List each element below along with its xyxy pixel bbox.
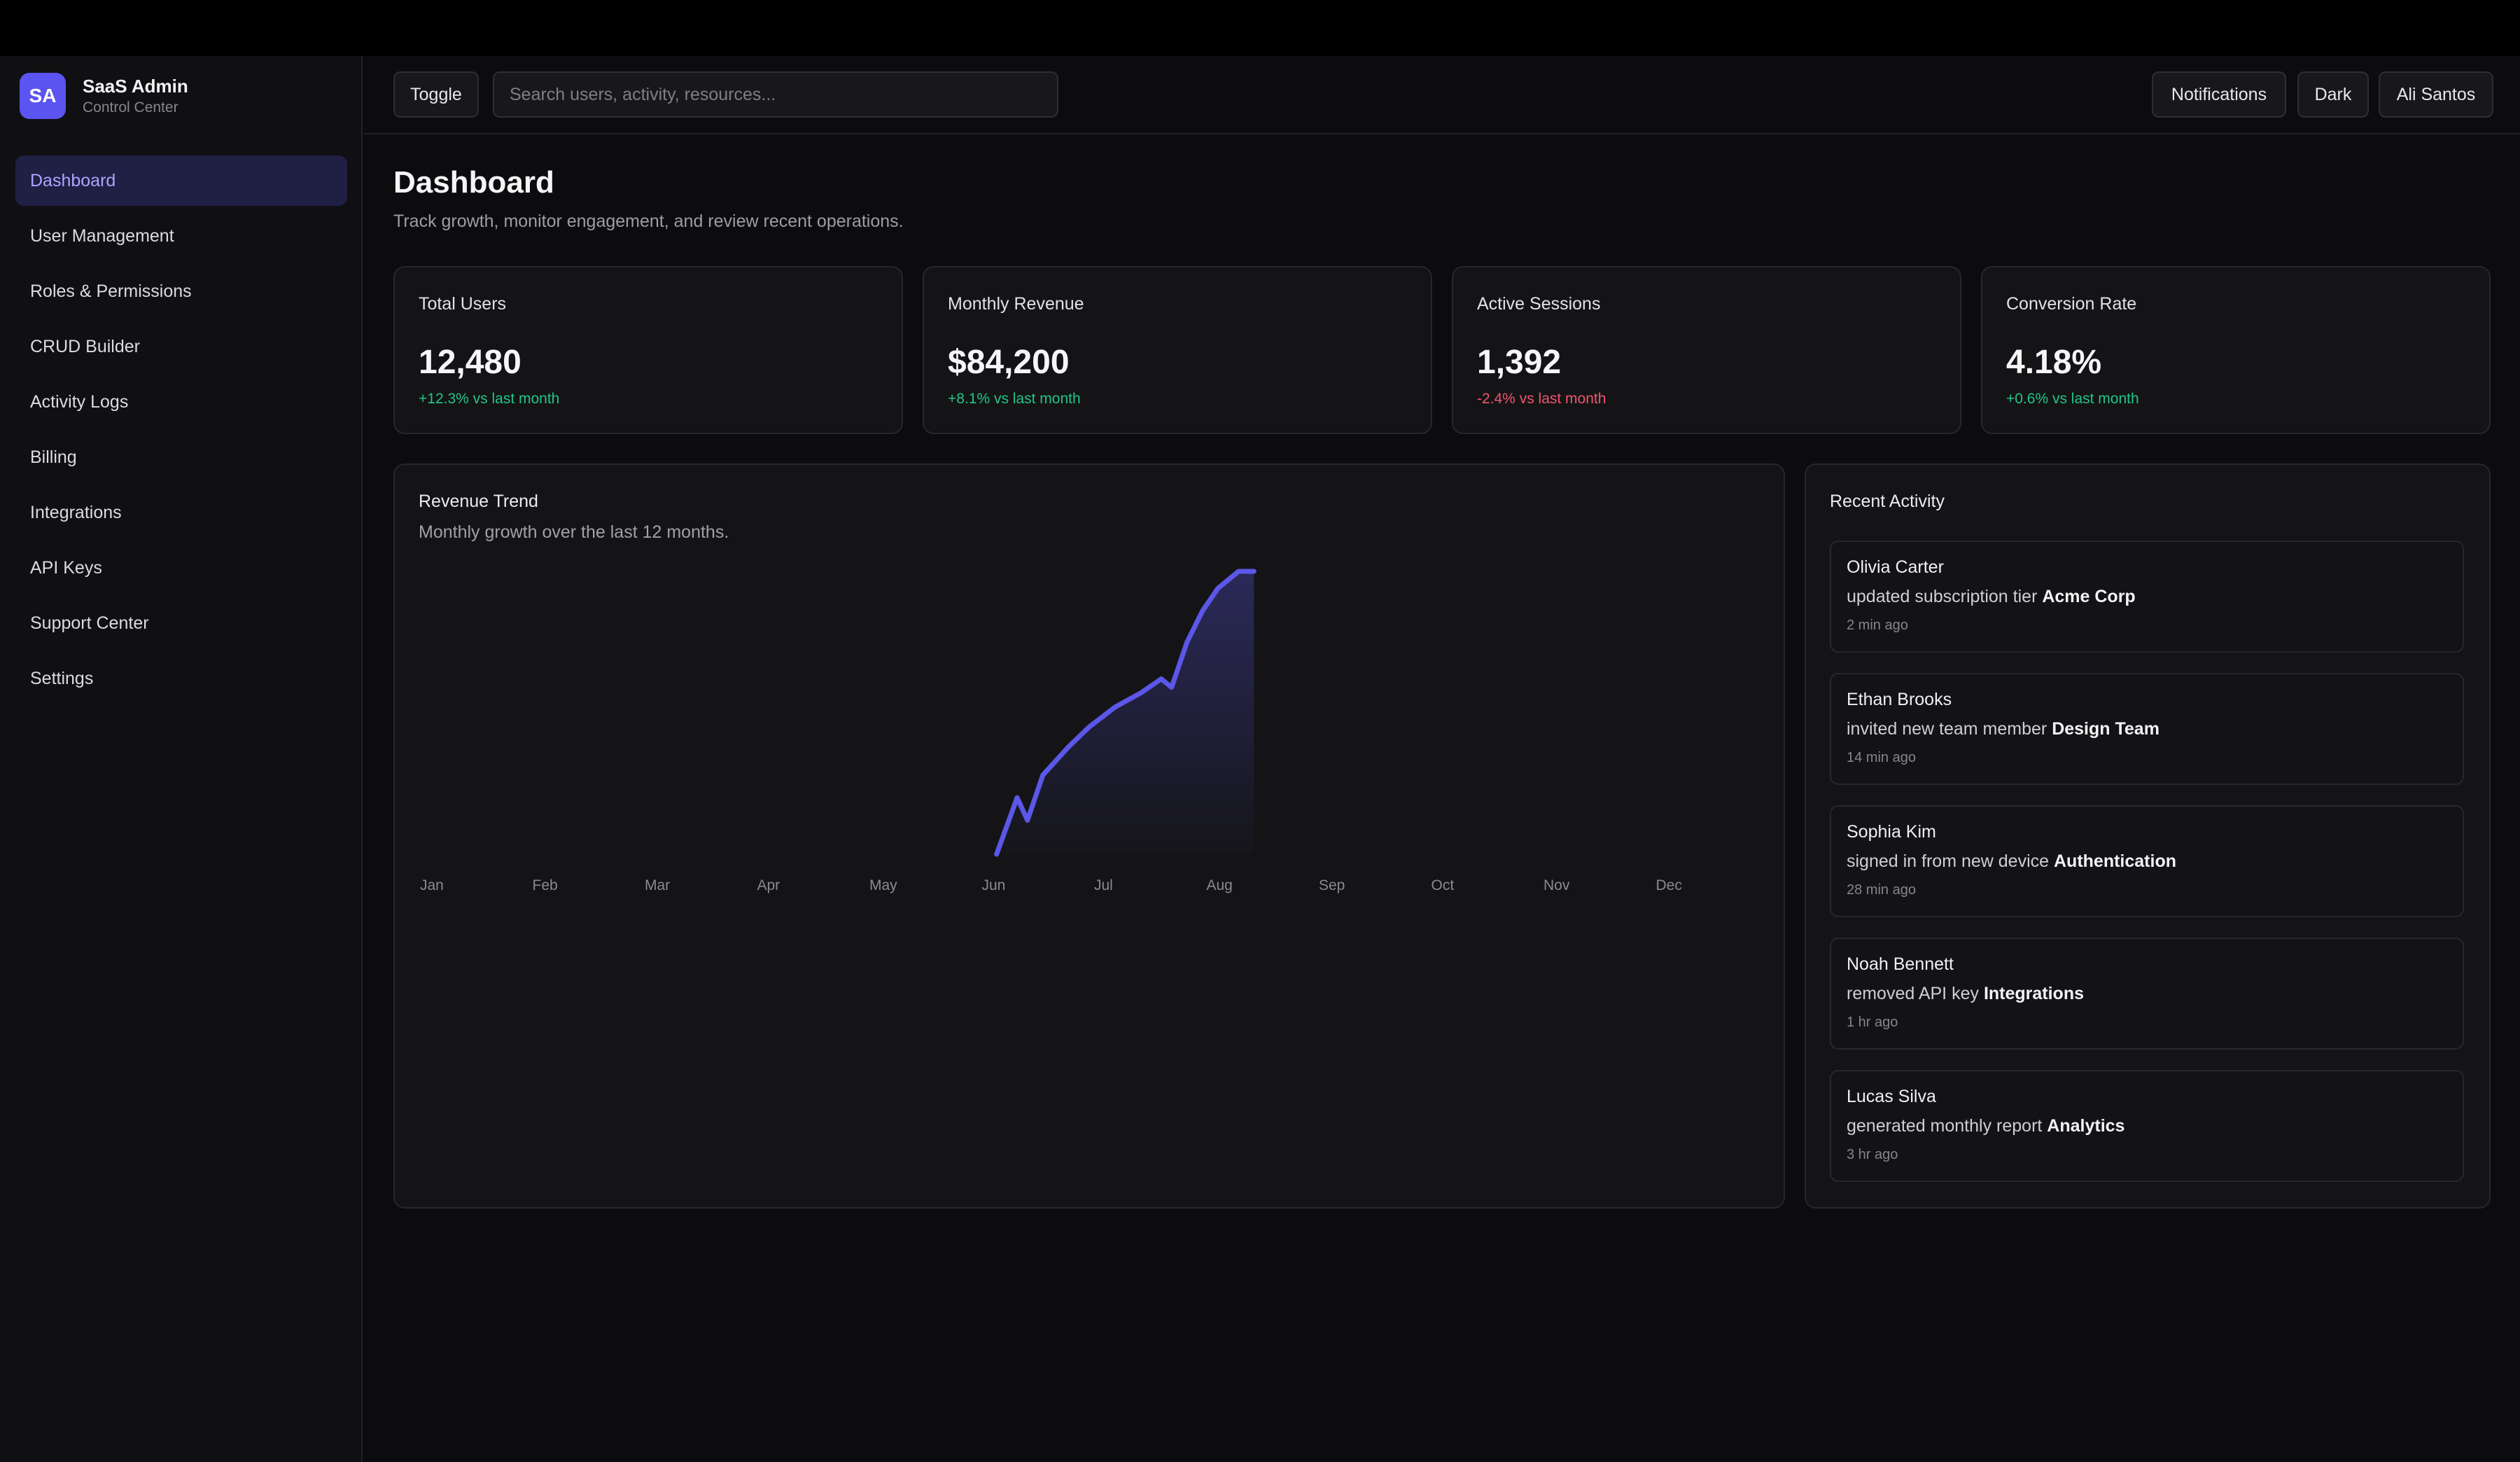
activity-action: signed in from new device [1847, 851, 2050, 871]
stat-value: 12,480 [419, 344, 522, 381]
sidebar-item-activity-logs[interactable]: Activity Logs [30, 391, 129, 412]
activity-target: Authentication [2054, 851, 2176, 871]
search-input[interactable] [493, 71, 1058, 118]
sidebar: SA SaaS Admin Control Center Dashboard U… [0, 56, 363, 1462]
revenue-chart: Jan Feb Mar Apr May Jun Jul Aug Sep Oct Nov Dec [420, 569, 1682, 893]
activity-item[interactable]: Ethan Brooks invited new team member Des… [1830, 673, 2464, 785]
stat-card-conversion-rate: Conversion Rate 4.18% +0.6% vs last mont… [1981, 266, 2491, 434]
theme-toggle-button[interactable]: Dark [2297, 71, 2369, 118]
sidebar-item-dashboard[interactable]: Dashboard [15, 155, 347, 206]
x-tick-label: Jul [1094, 877, 1113, 893]
panel-title: Recent Activity [1830, 492, 1945, 511]
activity-item[interactable]: Lucas Silva generated monthly report Ana… [1830, 1070, 2464, 1182]
panel-title: Revenue Trend [419, 492, 538, 511]
activity-description: signed in from new device Authentication [1847, 851, 2176, 872]
sidebar-item-user-management[interactable]: User Management [30, 225, 174, 246]
activity-description: generated monthly report Analytics [1847, 1116, 2124, 1136]
page-subtitle: Track growth, monitor engagement, and re… [393, 211, 904, 231]
activity-item[interactable]: Olivia Carter updated subscription tier … [1830, 541, 2464, 653]
brand-name: SaaS Admin [83, 76, 188, 97]
activity-user: Lucas Silva [1847, 1087, 1936, 1106]
x-tick-label: Mar [645, 877, 670, 893]
stat-label: Active Sessions [1477, 294, 1601, 314]
stat-delta: +0.6% vs last month [2006, 391, 2139, 407]
activity-target: Design Team [2052, 719, 2160, 739]
sidebar-item-crud-builder[interactable]: CRUD Builder [30, 336, 140, 356]
sidebar-item-billing[interactable]: Billing [30, 447, 77, 467]
activity-description: updated subscription tier Acme Corp [1847, 587, 2136, 607]
activity-user: Noah Bennett [1847, 954, 1954, 974]
sidebar-item-roles-permissions[interactable]: Roles & Permissions [30, 281, 192, 301]
page-title: Dashboard [393, 165, 554, 200]
activity-description: invited new team member Design Team [1847, 719, 2160, 739]
activity-action: invited new team member [1847, 719, 2047, 739]
activity-time: 1 hr ago [1847, 1015, 1898, 1030]
stat-card-active-sessions: Active Sessions 1,392 -2.4% vs last mont… [1452, 266, 1961, 434]
revenue-area [996, 571, 1254, 854]
activity-time: 28 min ago [1847, 882, 1916, 898]
activity-time: 3 hr ago [1847, 1147, 1898, 1162]
sidebar-item-api-keys[interactable]: API Keys [30, 557, 102, 578]
stat-value: 1,392 [1477, 344, 1562, 381]
x-tick-label: May [869, 877, 897, 893]
stat-delta: +12.3% vs last month [419, 391, 560, 407]
panel-subtitle: Monthly growth over the last 12 months. [419, 522, 729, 542]
activity-target: Acme Corp [2042, 587, 2136, 606]
sidebar-item-settings[interactable]: Settings [30, 668, 94, 688]
stat-card-total-users: Total Users 12,480 +12.3% vs last month [393, 266, 903, 434]
activity-action: updated subscription tier [1847, 587, 2038, 606]
x-tick-label: Feb [533, 877, 558, 893]
activity-user: Olivia Carter [1847, 557, 1944, 577]
x-tick-label: Sep [1319, 877, 1345, 893]
stat-label: Monthly Revenue [948, 294, 1084, 314]
notifications-button[interactable]: Notifications [2152, 71, 2286, 118]
activity-time: 14 min ago [1847, 750, 1916, 765]
brand-subtitle: Control Center [83, 99, 178, 116]
activity-user: Sophia Kim [1847, 822, 1936, 842]
activity-item[interactable]: Sophia Kim signed in from new device Aut… [1830, 805, 2464, 917]
activity-time: 2 min ago [1847, 618, 1908, 633]
browser-top-band [0, 0, 2520, 56]
brand-logo: SA [20, 73, 66, 119]
x-tick-label: Nov [1544, 877, 1570, 893]
activity-description: removed API key Integrations [1847, 984, 2084, 1004]
stat-label: Total Users [419, 294, 507, 314]
stat-value: 4.18% [2006, 344, 2102, 381]
sidebar-nav: Dashboard User Management Roles & Permis… [15, 155, 347, 709]
activity-action: generated monthly report [1847, 1116, 2043, 1136]
recent-activity-panel: Recent Activity Olivia Carter updated su… [1805, 464, 2491, 1209]
sidebar-item-integrations[interactable]: Integrations [30, 502, 122, 522]
activity-user: Ethan Brooks [1847, 690, 1952, 709]
activity-target: Integrations [1983, 984, 2085, 1003]
stat-value: $84,200 [948, 344, 1070, 381]
revenue-trend-panel: Revenue Trend Monthly growth over the la… [393, 464, 1785, 1209]
stat-label: Conversion Rate [2006, 294, 2137, 314]
stat-card-monthly-revenue: Monthly Revenue $84,200 +8.1% vs last mo… [923, 266, 1432, 434]
revenue-line [994, 569, 1256, 857]
x-tick-label: Jan [420, 877, 444, 893]
user-menu-button[interactable]: Ali Santos [2379, 71, 2493, 118]
activity-item[interactable]: Noah Bennett removed API key Integration… [1830, 938, 2464, 1050]
x-tick-label: Dec [1656, 877, 1682, 893]
x-tick-label: Apr [757, 877, 780, 893]
x-tick-label: Aug [1207, 877, 1233, 893]
sidebar-item-support-center[interactable]: Support Center [30, 613, 149, 633]
activity-action: removed API key [1847, 984, 1979, 1003]
activity-target: Analytics [2047, 1116, 2125, 1136]
topbar: Toggle Notifications Dark Ali Santos [364, 56, 2520, 134]
sidebar-toggle-button[interactable]: Toggle [393, 71, 479, 118]
brand: SA SaaS Admin Control Center [20, 73, 188, 119]
stat-delta: +8.1% vs last month [948, 391, 1081, 407]
x-tick-label: Oct [1432, 877, 1455, 893]
x-tick-label: Jun [982, 877, 1006, 893]
stat-delta: -2.4% vs last month [1477, 391, 1606, 407]
